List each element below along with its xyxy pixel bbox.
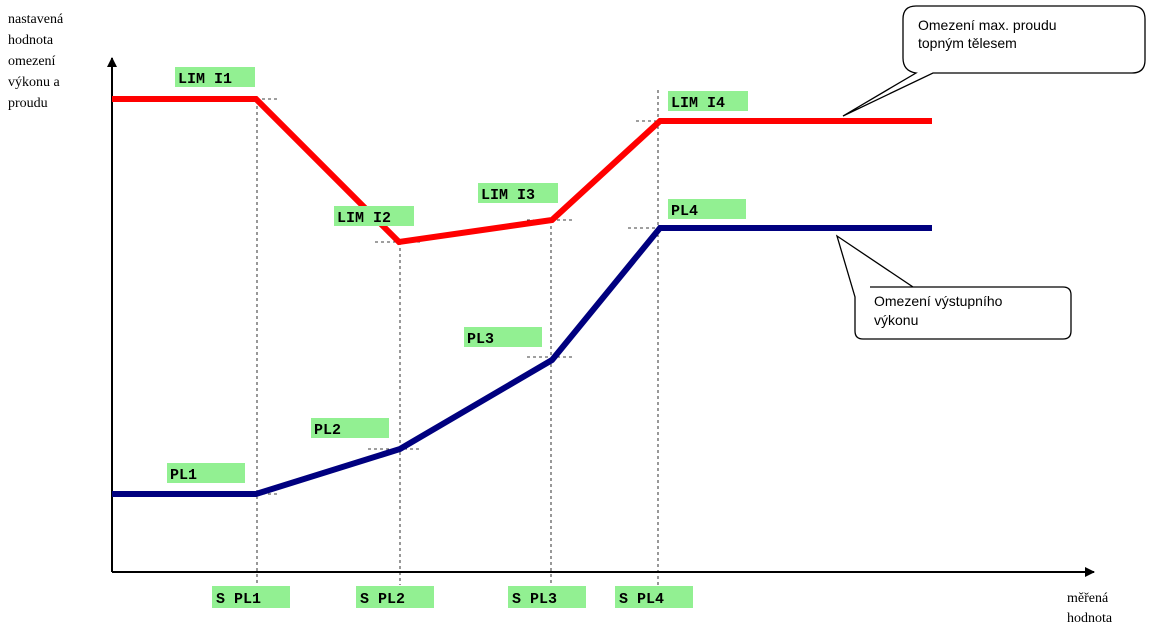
svg-text:LIM I3: LIM I3 xyxy=(481,187,535,204)
svg-text:LIM I1: LIM I1 xyxy=(178,71,232,88)
svg-text:S PL4: S PL4 xyxy=(619,591,664,608)
tag-s-pl3: S PL3 xyxy=(508,586,586,608)
tag-pl2: PL2 xyxy=(311,418,389,439)
tag-s-pl4: S PL4 xyxy=(615,586,693,608)
svg-text:PL1: PL1 xyxy=(170,467,197,484)
x-axis-label: měřená hodnota xyxy=(1067,591,1113,626)
tag-lim-i3: LIM I3 xyxy=(478,183,558,204)
callout-power: Omezení výstupního výkonu xyxy=(835,234,1072,340)
svg-text:S PL3: S PL3 xyxy=(512,591,557,608)
svg-text:LIM I4: LIM I4 xyxy=(671,95,725,112)
svg-text:S PL2: S PL2 xyxy=(360,591,405,608)
tag-pl1: PL1 xyxy=(167,463,245,484)
tag-lim-i4: LIM I4 xyxy=(668,91,748,112)
current-limit-line xyxy=(112,96,932,246)
tag-pl3: PL3 xyxy=(464,327,542,348)
tag-lim-i2: LIM I2 xyxy=(334,206,414,227)
callout-current: Omezení max. proudu topným tělesem xyxy=(842,5,1146,117)
callout-power-text: Omezení výstupního výkonu xyxy=(874,293,1006,328)
power-limit-line xyxy=(112,225,932,497)
tag-pl4: PL4 xyxy=(668,199,746,220)
y-axis-label: nastavená hodnota omezení výkonu a proud… xyxy=(8,12,67,111)
svg-text:PL3: PL3 xyxy=(467,331,494,348)
svg-text:PL2: PL2 xyxy=(314,422,341,439)
tag-lim-i1: LIM I1 xyxy=(175,67,255,88)
tag-s-pl2: S PL2 xyxy=(356,586,434,608)
svg-text:S PL1: S PL1 xyxy=(216,591,261,608)
callout-current-text: Omezení max. proudu topným tělesem xyxy=(918,17,1060,51)
svg-text:PL4: PL4 xyxy=(671,203,698,220)
svg-text:LIM I2: LIM I2 xyxy=(337,210,391,227)
tag-s-pl1: S PL1 xyxy=(212,586,290,608)
